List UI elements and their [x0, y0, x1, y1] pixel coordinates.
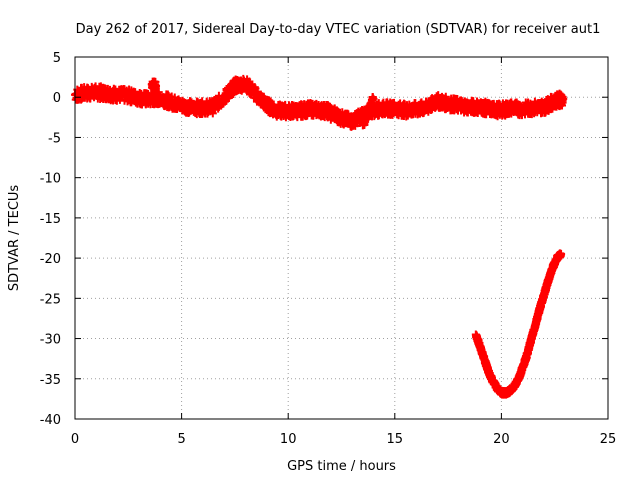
y-tick-label: -10: [40, 172, 61, 187]
series-sdtvar-spikes-: [147, 77, 378, 130]
data-point: [557, 250, 566, 259]
x-tick-label: 25: [600, 432, 617, 447]
y-tick-label: -20: [40, 252, 61, 267]
data-layer: [71, 74, 568, 399]
chart-title: Day 262 of 2017, Sidereal Day-to-day VTE…: [76, 22, 601, 37]
y-tick-label: -30: [40, 333, 61, 348]
x-tick-label: 0: [71, 432, 79, 447]
y-tick-label: 5: [53, 51, 61, 66]
data-point: [152, 81, 161, 90]
data-point: [369, 94, 378, 103]
y-tick-label: -15: [40, 212, 61, 227]
series-sdtvar: [71, 74, 568, 131]
y-tick-label: -5: [48, 131, 61, 146]
y-tick-label: -35: [40, 373, 61, 388]
data-point: [225, 91, 234, 100]
x-tick-label: 5: [177, 432, 185, 447]
x-tick-label: 15: [387, 432, 404, 447]
x-tick-label: 10: [280, 432, 297, 447]
data-point: [326, 115, 335, 124]
plot-frame: [74, 56, 609, 420]
y-tick-label: 0: [53, 91, 61, 106]
x-axis-label: GPS time / hours: [287, 459, 396, 474]
y-tick-label: -25: [40, 292, 61, 307]
data-point: [559, 94, 568, 103]
y-axis-label: SDTVAR / TECUs: [7, 185, 22, 292]
x-tick-label: 20: [493, 432, 510, 447]
series-sdtvar-late-segment-: [471, 249, 566, 399]
tick-layer: 0 5 10 15 20 25 5 0 -5 -10 -15 -20 -25 -30 -35 -40: [40, 51, 617, 447]
y-tick-label: -40: [40, 413, 61, 428]
